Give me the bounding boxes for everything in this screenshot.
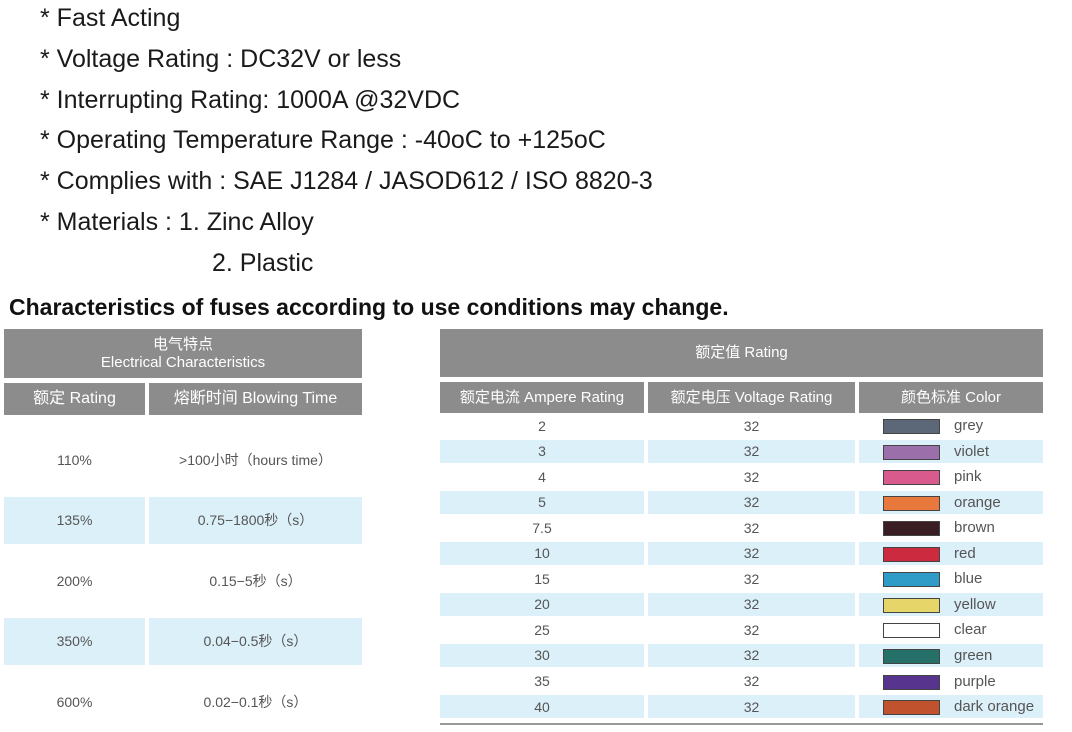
ampere-cell: 2 xyxy=(538,417,546,434)
color-name: dark orange xyxy=(954,698,1035,716)
table-cell: 0.02−0.1秒（s） xyxy=(203,693,308,710)
color-swatch xyxy=(883,444,940,460)
ampere-cell: 25 xyxy=(534,621,550,638)
color-swatch xyxy=(883,700,940,716)
table-header: 电气特点 Electrical Characteristics xyxy=(4,329,362,378)
ampere-cell: 40 xyxy=(440,695,644,719)
column-header: 额定电压 Voltage Rating xyxy=(648,382,855,413)
color-name: pink xyxy=(954,468,982,486)
header-text: Electrical Characteristics xyxy=(100,353,266,371)
feature-line: * Voltage Rating : DC32V or less xyxy=(40,44,402,73)
color-name: yellow xyxy=(954,595,996,613)
feature-line: 2. Plastic xyxy=(212,248,314,277)
section-heading: Characteristics of fuses according to us… xyxy=(9,294,729,320)
table-cell: >100小时（hours time） xyxy=(179,451,332,468)
voltage-cell: 32 xyxy=(743,570,760,587)
color-swatch xyxy=(883,597,940,613)
column-header: 熔断时间 Blowing Time xyxy=(149,383,362,415)
ampere-cell: 3 xyxy=(440,439,644,463)
color-swatch xyxy=(883,674,940,690)
table-cell: 110% xyxy=(57,451,92,468)
color-name: brown xyxy=(954,519,995,537)
table-cell: 200% xyxy=(56,572,93,589)
voltage-cell: 32 xyxy=(743,519,760,536)
ampere-cell: 35 xyxy=(534,673,550,689)
voltage-cell: 32 xyxy=(648,439,855,463)
color-name: clear xyxy=(954,621,987,639)
color-swatch xyxy=(883,495,940,511)
color-name: grey xyxy=(954,417,984,434)
table-header: 额定值 Rating xyxy=(440,329,1043,377)
table-bottom-rule xyxy=(440,723,1043,725)
voltage-cell: 32 xyxy=(743,673,760,689)
feature-line: * Operating Temperature Range : -40oC to… xyxy=(40,126,606,155)
color-name: red xyxy=(954,544,976,562)
ampere-cell: 5 xyxy=(440,490,644,514)
feature-line: * Materials : 1. Zinc Alloy xyxy=(40,208,314,236)
color-swatch xyxy=(883,546,940,562)
table-cell: 135% xyxy=(4,496,145,544)
color-name: violet xyxy=(954,442,990,460)
color-swatch xyxy=(883,572,940,588)
ampere-cell: 4 xyxy=(538,468,546,485)
feature-line: * Interrupting Rating: 1000A @32VDC xyxy=(40,85,461,114)
color-name: green xyxy=(954,646,993,664)
table-cell: 350% xyxy=(4,617,145,665)
voltage-cell: 32 xyxy=(743,417,760,434)
table-cell: 0.04−0.5秒（s） xyxy=(149,617,362,665)
column-header: 额定电流 Ampere Rating xyxy=(440,382,644,413)
color-swatch xyxy=(883,623,940,639)
ampere-cell: 10 xyxy=(440,541,644,565)
color-swatch xyxy=(883,521,940,537)
voltage-cell: 32 xyxy=(743,621,760,638)
voltage-cell: 32 xyxy=(648,490,855,514)
feature-line: * Complies with : SAE J1284 / JASOD612 /… xyxy=(40,167,653,196)
feature-line: * Fast Acting xyxy=(40,4,181,32)
color-name: purple xyxy=(954,672,996,690)
color-swatch xyxy=(883,648,940,664)
voltage-cell: 32 xyxy=(648,592,855,616)
table-cell: 0.75−1800秒（s） xyxy=(149,496,362,544)
color-name: orange xyxy=(954,493,1001,511)
color-swatch xyxy=(883,419,940,434)
table-cell: 0.15−5秒（s） xyxy=(209,572,302,589)
table-cell: 600% xyxy=(56,693,93,710)
voltage-cell: 32 xyxy=(743,468,760,485)
color-swatch xyxy=(883,470,940,486)
voltage-cell: 32 xyxy=(648,643,855,667)
column-header: 额定 Rating xyxy=(4,383,145,415)
voltage-cell: 32 xyxy=(648,695,855,719)
ampere-cell: 30 xyxy=(440,643,644,667)
ampere-cell: 15 xyxy=(534,570,550,587)
column-header: 颜色标准 Color xyxy=(859,382,1043,413)
ampere-cell: 7.5 xyxy=(532,519,552,536)
header-text: 电气特点 xyxy=(152,335,213,353)
color-name: blue xyxy=(954,570,983,588)
voltage-cell: 32 xyxy=(648,541,855,565)
ampere-cell: 20 xyxy=(440,592,644,616)
